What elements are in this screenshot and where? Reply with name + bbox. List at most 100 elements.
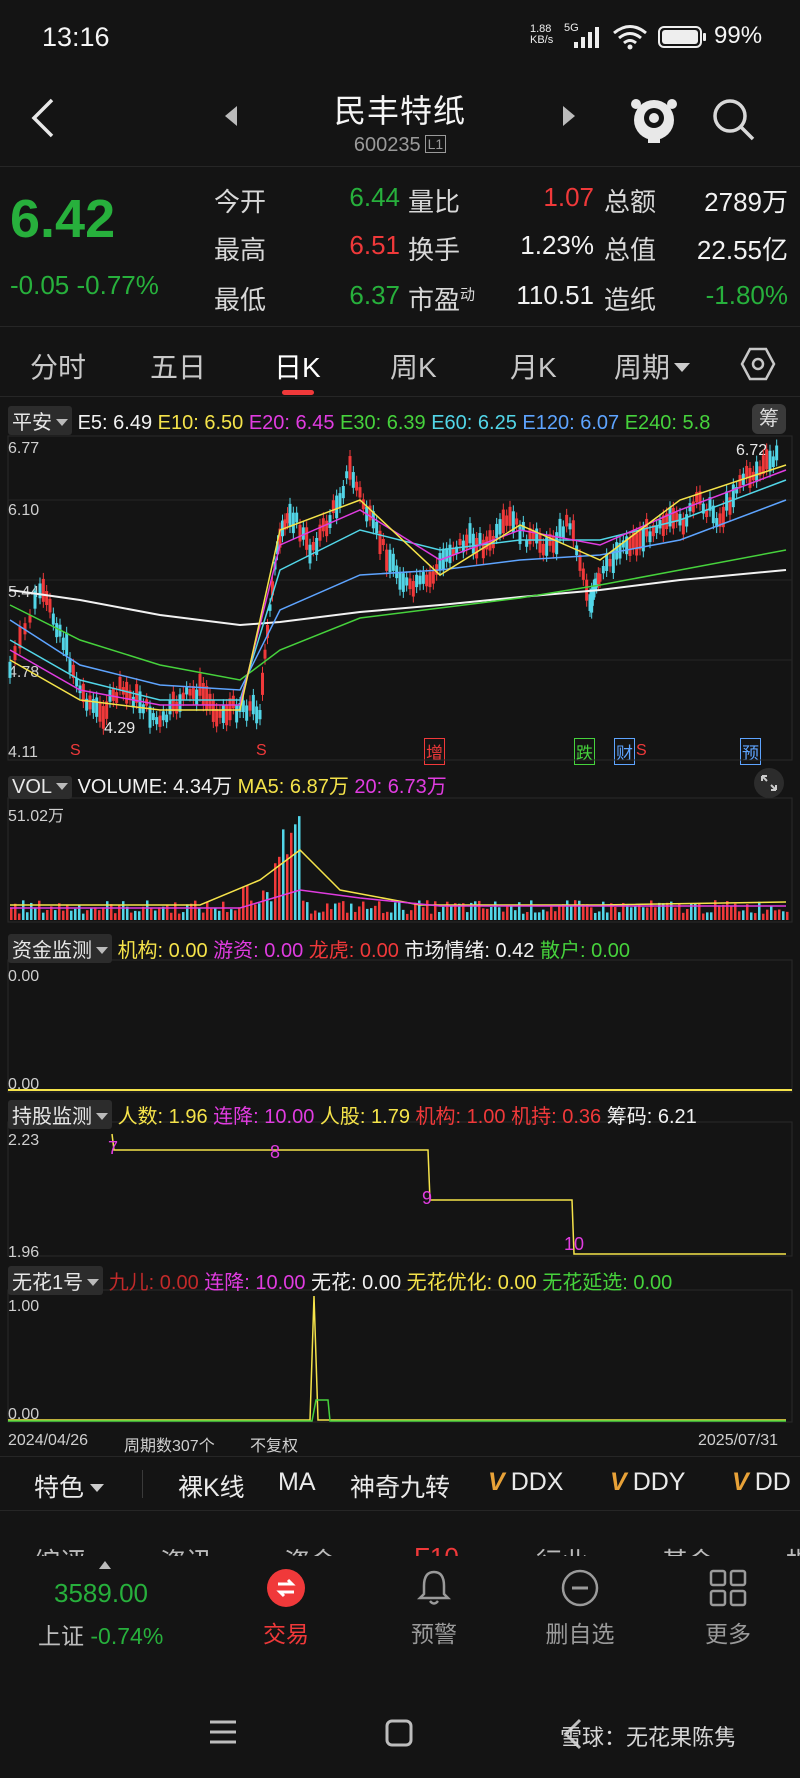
info-tab[interactable]: 资金 [284, 1542, 336, 1558]
volume-bar [650, 900, 653, 920]
volume-bar [74, 908, 77, 920]
kline-y-mid1: 6.10 [8, 502, 40, 519]
candle-body [95, 697, 99, 717]
marker-finance[interactable]: 财 [614, 738, 635, 765]
marker-s3[interactable]: S [636, 742, 647, 759]
toolbar-ddy[interactable]: V DDY [610, 1468, 685, 1497]
industry-label[interactable]: 造纸 [604, 285, 657, 315]
candle-body [325, 520, 329, 537]
candle-body [475, 538, 479, 559]
bell-icon[interactable] [414, 1568, 454, 1608]
chip-distribution-button[interactable]: 筹 [752, 404, 786, 434]
settings-hexagon-icon[interactable] [740, 346, 776, 382]
back-icon[interactable] [560, 1716, 588, 1752]
index-value[interactable]: 3589.00 [54, 1578, 148, 1608]
prev-stock-icon[interactable] [222, 104, 240, 128]
info-tab[interactable]: 指 [786, 1542, 800, 1558]
volume-bar [618, 912, 621, 920]
info-tab[interactable]: 行业 [536, 1542, 588, 1558]
home-icon[interactable] [384, 1718, 414, 1748]
marker-fall[interactable]: 跌 [574, 738, 595, 765]
volume-bar [666, 902, 669, 920]
ma-e60: E60: 6.25 [431, 412, 517, 434]
toolbar-ddx[interactable]: V DDX [488, 1468, 563, 1497]
candle-body [578, 554, 582, 571]
info-tab[interactable]: F10 [414, 1542, 459, 1558]
marker-forecast[interactable]: 预 [740, 738, 761, 765]
volume-bar [774, 910, 777, 920]
tab-period[interactable]: 周期 [614, 346, 691, 386]
wuhua-y-top: 1.00 [8, 1298, 40, 1315]
volume-bar [142, 906, 145, 920]
info-tab[interactable]: 资讯 [160, 1542, 212, 1558]
marker-s1[interactable]: S [70, 742, 81, 759]
candle-body [181, 692, 185, 701]
volume-bar [234, 910, 237, 920]
mascot-icon[interactable] [628, 92, 680, 144]
toolbar-dd[interactable]: V DD [732, 1468, 791, 1497]
kline-chart[interactable] [0, 430, 800, 1450]
candle-body [558, 518, 562, 538]
candle-body [105, 701, 109, 719]
volume-bar [658, 902, 661, 920]
volume-bar [698, 902, 701, 920]
toolbar-ma[interactable]: MA [278, 1468, 316, 1496]
volume-bar [14, 903, 17, 920]
adjust-mode[interactable]: 不复权 [250, 1438, 299, 1455]
marker-s2[interactable]: S [256, 742, 267, 759]
volume-bar [30, 902, 33, 920]
wuhua-selector[interactable]: 无花1号 [8, 1266, 104, 1295]
nav-remove-watchlist[interactable]: 删自选 [545, 1621, 615, 1647]
candle-body [711, 505, 715, 524]
toolbar-naked-k[interactable]: 裸K线 [178, 1474, 245, 1502]
expand-icon[interactable] [752, 768, 786, 798]
volume-bar [246, 885, 249, 920]
tab-timeshare[interactable]: 分时 [30, 352, 87, 383]
volume-bar [410, 910, 413, 920]
level-tag: L1 [424, 135, 447, 153]
recent-apps-icon[interactable] [208, 1718, 238, 1746]
volume-bar [130, 912, 133, 920]
tab-monthly-k[interactable]: 月K [510, 352, 557, 383]
holding-monitor-selector[interactable]: 持股监测 [8, 1100, 112, 1129]
grid-more-icon[interactable] [708, 1568, 748, 1608]
nav-trade[interactable]: 交易 [263, 1621, 309, 1647]
panel-frame [7, 797, 793, 923]
candle-body [425, 574, 429, 587]
candle-body [161, 711, 165, 721]
candle-body [725, 491, 729, 511]
nav-more[interactable]: 更多 [705, 1621, 751, 1647]
tab-five-day[interactable]: 五日 [150, 352, 207, 383]
toolbar-magic-nine[interactable]: 神奇九转 [350, 1474, 451, 1502]
volume-bar [718, 905, 721, 920]
price-change: -0.05 -0.77% [10, 270, 159, 300]
divider [0, 326, 800, 327]
candle-body [45, 591, 49, 606]
panel-frame [7, 959, 793, 1093]
back-arrow-icon[interactable] [28, 96, 58, 140]
volume-bar [406, 913, 409, 920]
search-icon[interactable] [710, 96, 756, 142]
nav-alert[interactable]: 预警 [411, 1621, 457, 1647]
info-tab[interactable]: 基金 [662, 1542, 714, 1558]
fund-monitor-selector[interactable]: 资金监测 [8, 934, 112, 963]
trade-icon[interactable] [266, 1568, 306, 1608]
tab-weekly-k[interactable]: 周K [390, 352, 437, 383]
candle-body [765, 449, 769, 470]
info-tab[interactable]: 综评 [34, 1542, 86, 1558]
feature-menu[interactable]: 特色 [34, 1468, 105, 1504]
next-stock-icon[interactable] [560, 104, 578, 128]
volume-bar [154, 910, 157, 920]
tab-daily-k[interactable]: 日K [274, 352, 321, 383]
candle-body [591, 585, 595, 600]
candle-body [371, 511, 375, 529]
remove-watchlist-icon[interactable] [560, 1568, 600, 1608]
candle-body [525, 540, 529, 547]
pe-label-text: 市盈 [408, 285, 461, 315]
index-ticker[interactable]: 上证 -0.74% [38, 1617, 163, 1651]
candle-body [111, 687, 115, 701]
candle-body [271, 581, 274, 596]
kline-selector[interactable]: 平安 [8, 406, 72, 435]
marker-increase[interactable]: 增 [424, 738, 445, 765]
volume-selector[interactable]: VOL [8, 776, 73, 799]
